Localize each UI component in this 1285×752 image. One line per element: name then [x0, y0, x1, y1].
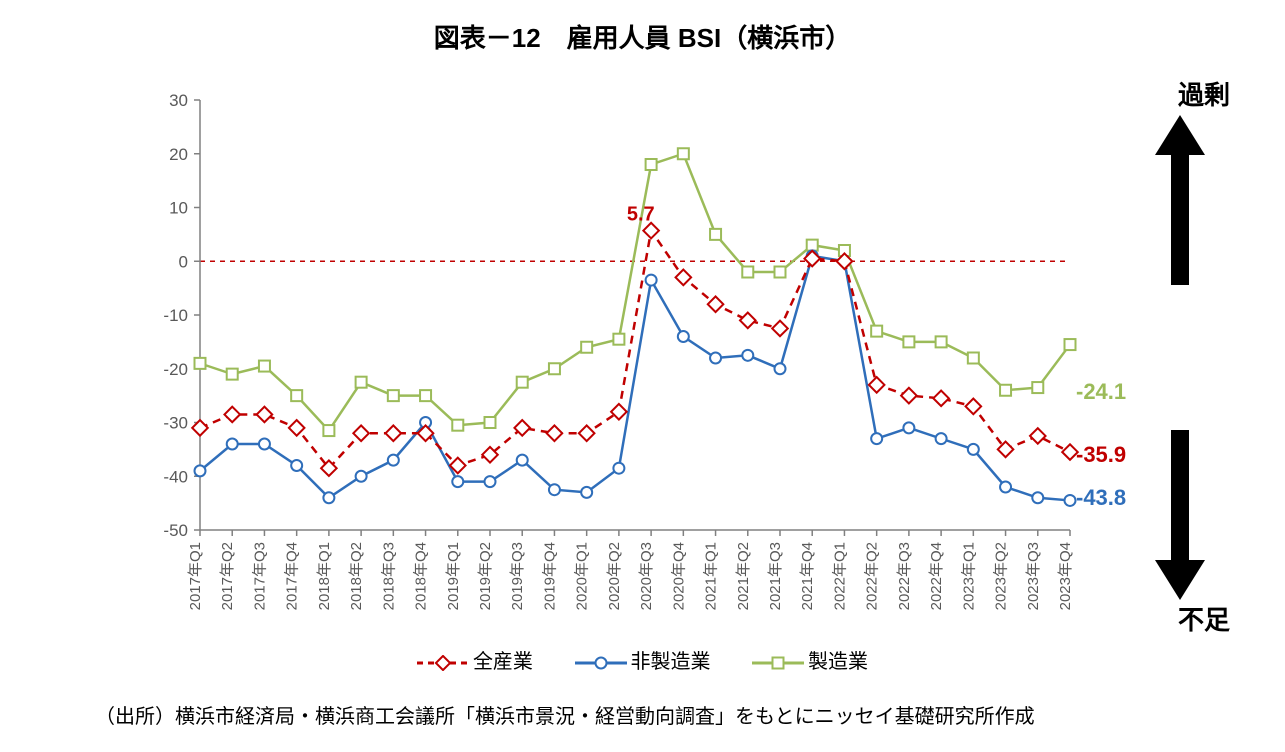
legend-label: 全産業: [473, 651, 533, 673]
legend-item-all: 全産業: [417, 645, 533, 674]
chart-source: （出所）横浜市経済局・横浜商工会議所「横浜市景況・経営動向調査」をもとにニッセイ…: [95, 700, 1035, 729]
svg-text:2017年Q3: 2017年Q3: [251, 542, 268, 610]
legend-item-nonmfg: 非製造業: [575, 645, 711, 674]
svg-text:2019年Q2: 2019年Q2: [477, 542, 494, 610]
svg-text:-30: -30: [163, 414, 188, 433]
svg-text:2019年Q1: 2019年Q1: [445, 542, 462, 610]
svg-text:2020年Q1: 2020年Q1: [574, 542, 591, 610]
chart-title: 図表－12 雇用人員 BSI（横浜市）: [0, 18, 1285, 55]
svg-text:30: 30: [169, 91, 188, 110]
line-chart: -50 -40 -30 -20 -10 0 10 20 30 2017年Q1 2017年Q2 2017…: [140, 90, 1080, 630]
svg-text:5.7: 5.7: [627, 204, 655, 226]
chart-legend: 全産業 非製造業 製造業: [0, 645, 1285, 674]
svg-text:2017年Q2: 2017年Q2: [219, 542, 236, 610]
svg-text:2023年Q3: 2023年Q3: [1025, 542, 1042, 610]
svg-text:2022年Q3: 2022年Q3: [896, 542, 913, 610]
svg-text:2022年Q1: 2022年Q1: [831, 542, 848, 610]
svg-text:20: 20: [169, 145, 188, 164]
end-value-label: -35.9: [1076, 442, 1126, 468]
end-value-label: -43.8: [1076, 485, 1126, 511]
svg-text:2019年Q3: 2019年Q3: [509, 542, 526, 610]
legend-label: 製造業: [808, 651, 868, 673]
svg-text:2020年Q3: 2020年Q3: [638, 542, 655, 610]
end-value-label: -24.1: [1076, 379, 1126, 405]
svg-text:2022年Q2: 2022年Q2: [864, 542, 881, 610]
axis-note-bottom: 不足: [1178, 600, 1230, 637]
svg-text:-20: -20: [163, 360, 188, 379]
svg-text:2021年Q3: 2021年Q3: [767, 542, 784, 610]
svg-text:2023年Q4: 2023年Q4: [1057, 542, 1074, 610]
svg-text:2021年Q1: 2021年Q1: [703, 542, 720, 610]
svg-text:2020年Q4: 2020年Q4: [670, 542, 687, 610]
svg-text:-10: -10: [163, 306, 188, 325]
svg-text:2023年Q2: 2023年Q2: [993, 542, 1010, 610]
chart-figure: 図表－12 雇用人員 BSI（横浜市） -50 -40 -30 -20 -10 0 10 20…: [0, 0, 1285, 752]
svg-text:2017年Q4: 2017年Q4: [284, 542, 301, 610]
svg-text:2018年Q1: 2018年Q1: [316, 542, 333, 610]
svg-text:2021年Q2: 2021年Q2: [735, 542, 752, 610]
svg-text:2017年Q1: 2017年Q1: [187, 542, 204, 610]
svg-text:2018年Q2: 2018年Q2: [348, 542, 365, 610]
svg-text:10: 10: [169, 199, 188, 218]
svg-text:2018年Q3: 2018年Q3: [380, 542, 397, 610]
svg-text:2020年Q2: 2020年Q2: [606, 542, 623, 610]
svg-text:2023年Q1: 2023年Q1: [960, 542, 977, 610]
svg-text:2021年Q4: 2021年Q4: [799, 542, 816, 610]
svg-text:2022年Q4: 2022年Q4: [928, 542, 945, 610]
svg-text:-40: -40: [163, 467, 188, 486]
svg-text:0: 0: [179, 252, 188, 271]
arrow-up-icon: [1155, 115, 1205, 285]
legend-label: 非製造業: [631, 651, 711, 673]
arrow-down-icon: [1155, 430, 1205, 600]
axis-note-top: 過剰: [1178, 75, 1230, 112]
svg-text:2019年Q4: 2019年Q4: [541, 542, 558, 610]
legend-item-mfg: 製造業: [752, 645, 868, 674]
svg-text:-50: -50: [163, 521, 188, 540]
svg-text:2018年Q4: 2018年Q4: [413, 542, 430, 610]
